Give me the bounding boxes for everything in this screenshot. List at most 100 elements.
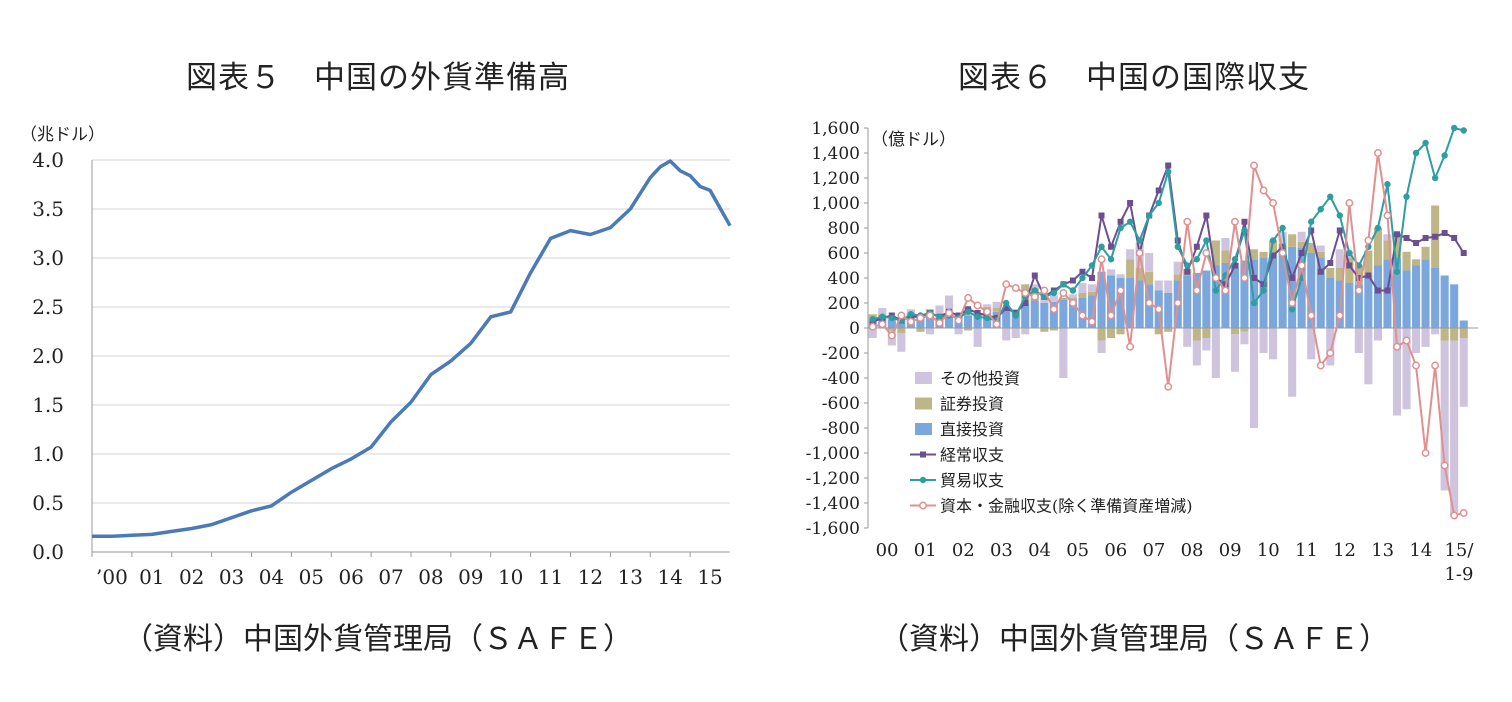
bar-portfolio-investment	[887, 328, 896, 331]
point-capital-financial-account	[1259, 186, 1268, 195]
bar-direct-investment	[1164, 293, 1173, 328]
bar-other-investment	[1316, 245, 1325, 252]
point-capital-financial-account	[897, 311, 906, 320]
x-tick-label: 06	[1104, 540, 1127, 561]
bar-direct-investment	[1097, 271, 1106, 329]
x-tick-label: 04	[259, 565, 284, 589]
bar-direct-investment	[1107, 275, 1116, 328]
bar-other-investment	[1288, 328, 1297, 397]
point-current-account	[1241, 218, 1248, 225]
y-tick-label: -1,600	[806, 519, 860, 539]
x-tick-label: 02	[952, 540, 975, 561]
x-tick-label: 06	[338, 565, 363, 589]
x-tick-label: 05	[299, 565, 324, 589]
x-tick-label: 11	[1295, 540, 1318, 561]
y-tick-label: 600	[828, 244, 860, 264]
point-trade-balance	[1288, 306, 1296, 313]
bar-portfolio-investment	[1421, 246, 1430, 260]
point-current-account	[1022, 300, 1029, 306]
bar-other-investment	[878, 308, 887, 315]
bar-direct-investment	[1040, 303, 1049, 328]
bar-direct-investment	[1135, 280, 1144, 328]
point-trade-balance	[1098, 243, 1105, 250]
bar-other-investment	[1059, 328, 1068, 378]
point-capital-financial-account	[1135, 249, 1144, 257]
bar-other-investment	[1459, 338, 1468, 407]
point-current-account	[1270, 252, 1277, 259]
bar-other-investment	[1030, 284, 1039, 289]
legend-label: 経常収支	[940, 446, 1004, 465]
x-tick-label: 10	[498, 565, 523, 589]
point-capital-financial-account	[1002, 280, 1011, 289]
point-capital-financial-account	[1269, 199, 1278, 207]
bar-direct-investment	[1087, 295, 1096, 328]
point-current-account	[1088, 275, 1095, 281]
point-trade-balance	[1336, 212, 1343, 219]
point-capital-financial-account	[1297, 261, 1306, 270]
point-current-account	[1155, 187, 1162, 194]
point-capital-financial-account	[1402, 336, 1411, 345]
bar-other-investment	[1068, 294, 1077, 299]
y-tick-label: -400	[822, 369, 860, 389]
x-tick-label: 12	[578, 565, 603, 589]
bar-other-investment	[1278, 231, 1287, 245]
point-trade-balance	[1060, 281, 1067, 288]
point-current-account	[1289, 275, 1296, 281]
bar-other-investment	[1097, 340, 1106, 353]
point-current-account	[1098, 212, 1105, 219]
point-current-account	[1346, 262, 1353, 269]
chart-panel-bop: 図表６ 中国の国際収支 （億ドル） 1,600 1,400 1,200 1,000 80…	[756, 0, 1512, 702]
bar-direct-investment	[1392, 258, 1401, 328]
point-trade-balance	[1184, 262, 1191, 269]
bop-combo-chart: （億ドル） 1,600 1,400 1,200 1,000 800 600 400 200 0 -…	[806, 119, 1478, 585]
bar-portfolio-investment	[1116, 328, 1125, 335]
bar-portfolio-investment	[1040, 328, 1049, 332]
bar-other-investment	[1326, 328, 1335, 366]
bar-direct-investment	[1192, 273, 1201, 328]
point-current-account	[974, 310, 981, 316]
y-tick-label: 1,000	[811, 194, 860, 214]
bar-direct-investment	[973, 314, 982, 329]
y-tick-label: 4.0	[32, 148, 64, 172]
point-capital-financial-account	[1307, 311, 1316, 320]
bar-other-investment	[1011, 328, 1020, 338]
x-tick-label: 03	[990, 540, 1013, 561]
point-current-account	[1069, 277, 1076, 284]
bar-portfolio-investment	[1440, 328, 1449, 341]
x-tick-label: 14	[657, 565, 682, 589]
legend-swatch	[915, 372, 932, 384]
bar-other-investment	[1154, 280, 1163, 291]
point-current-account	[1393, 231, 1400, 238]
point-capital-financial-account	[1288, 299, 1297, 307]
point-capital-financial-account	[1250, 161, 1258, 170]
bar-direct-investment	[1221, 263, 1230, 328]
point-trade-balance	[1317, 206, 1324, 213]
point-capital-financial-account	[973, 301, 982, 310]
point-capital-financial-account	[1116, 286, 1125, 295]
bar-other-investment	[945, 295, 954, 311]
point-capital-financial-account	[1421, 449, 1430, 457]
point-current-account	[1374, 287, 1381, 294]
point-current-account	[1251, 275, 1258, 281]
point-trade-balance	[1155, 199, 1162, 207]
bar-direct-investment	[1450, 284, 1459, 329]
bar-direct-investment	[1421, 259, 1430, 329]
point-capital-financial-account	[1059, 289, 1068, 297]
bar-other-investment	[1440, 340, 1449, 491]
bar-portfolio-investment	[1211, 240, 1220, 266]
y-tick-label: -1,200	[806, 469, 860, 489]
point-capital-financial-account	[1278, 249, 1287, 257]
bar-portfolio-investment	[1087, 291, 1096, 296]
y-tick-label: -1,400	[806, 494, 860, 514]
point-current-account	[1260, 281, 1267, 288]
bar-portfolio-investment	[1316, 251, 1325, 259]
legend-label: 直接投資	[940, 420, 1004, 439]
y-tick-label: 3.5	[32, 197, 64, 221]
bar-other-investment	[1087, 284, 1096, 292]
bar-direct-investment	[1126, 278, 1135, 328]
point-trade-balance	[1212, 287, 1220, 294]
point-trade-balance	[1069, 287, 1077, 294]
bar-portfolio-investment	[1135, 268, 1144, 281]
y-tick-label: 0.0	[32, 540, 64, 564]
bar-other-investment	[973, 328, 982, 347]
